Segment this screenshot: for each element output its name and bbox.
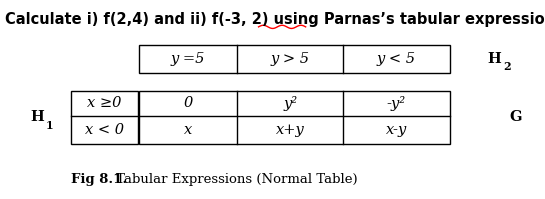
Text: Calculate i) f(2,4) and ii) f(-3, 2) using Parnas’s tabular expressions (normal : Calculate i) f(2,4) and ii) f(-3, 2) usi… <box>5 12 545 27</box>
Text: x ≥0: x ≥0 <box>87 97 122 110</box>
Text: Fig 8.1.: Fig 8.1. <box>71 173 127 186</box>
Text: y < 5: y < 5 <box>377 52 416 66</box>
Text: H: H <box>30 110 44 124</box>
Text: 1: 1 <box>45 120 53 131</box>
Text: 0: 0 <box>184 97 192 110</box>
Text: G: G <box>510 110 522 124</box>
Text: 2: 2 <box>503 61 511 72</box>
Text: x-y: x-y <box>386 123 407 137</box>
Text: Tabular Expressions (Normal Table): Tabular Expressions (Normal Table) <box>112 173 358 186</box>
Text: x < 0: x < 0 <box>85 123 124 137</box>
Text: x: x <box>184 123 192 137</box>
Text: -y²: -y² <box>387 96 406 111</box>
Text: y²: y² <box>283 96 297 111</box>
Text: y =5: y =5 <box>171 52 205 66</box>
Text: x+y: x+y <box>276 123 305 137</box>
Text: H: H <box>488 52 501 66</box>
Text: y > 5: y > 5 <box>271 52 310 66</box>
